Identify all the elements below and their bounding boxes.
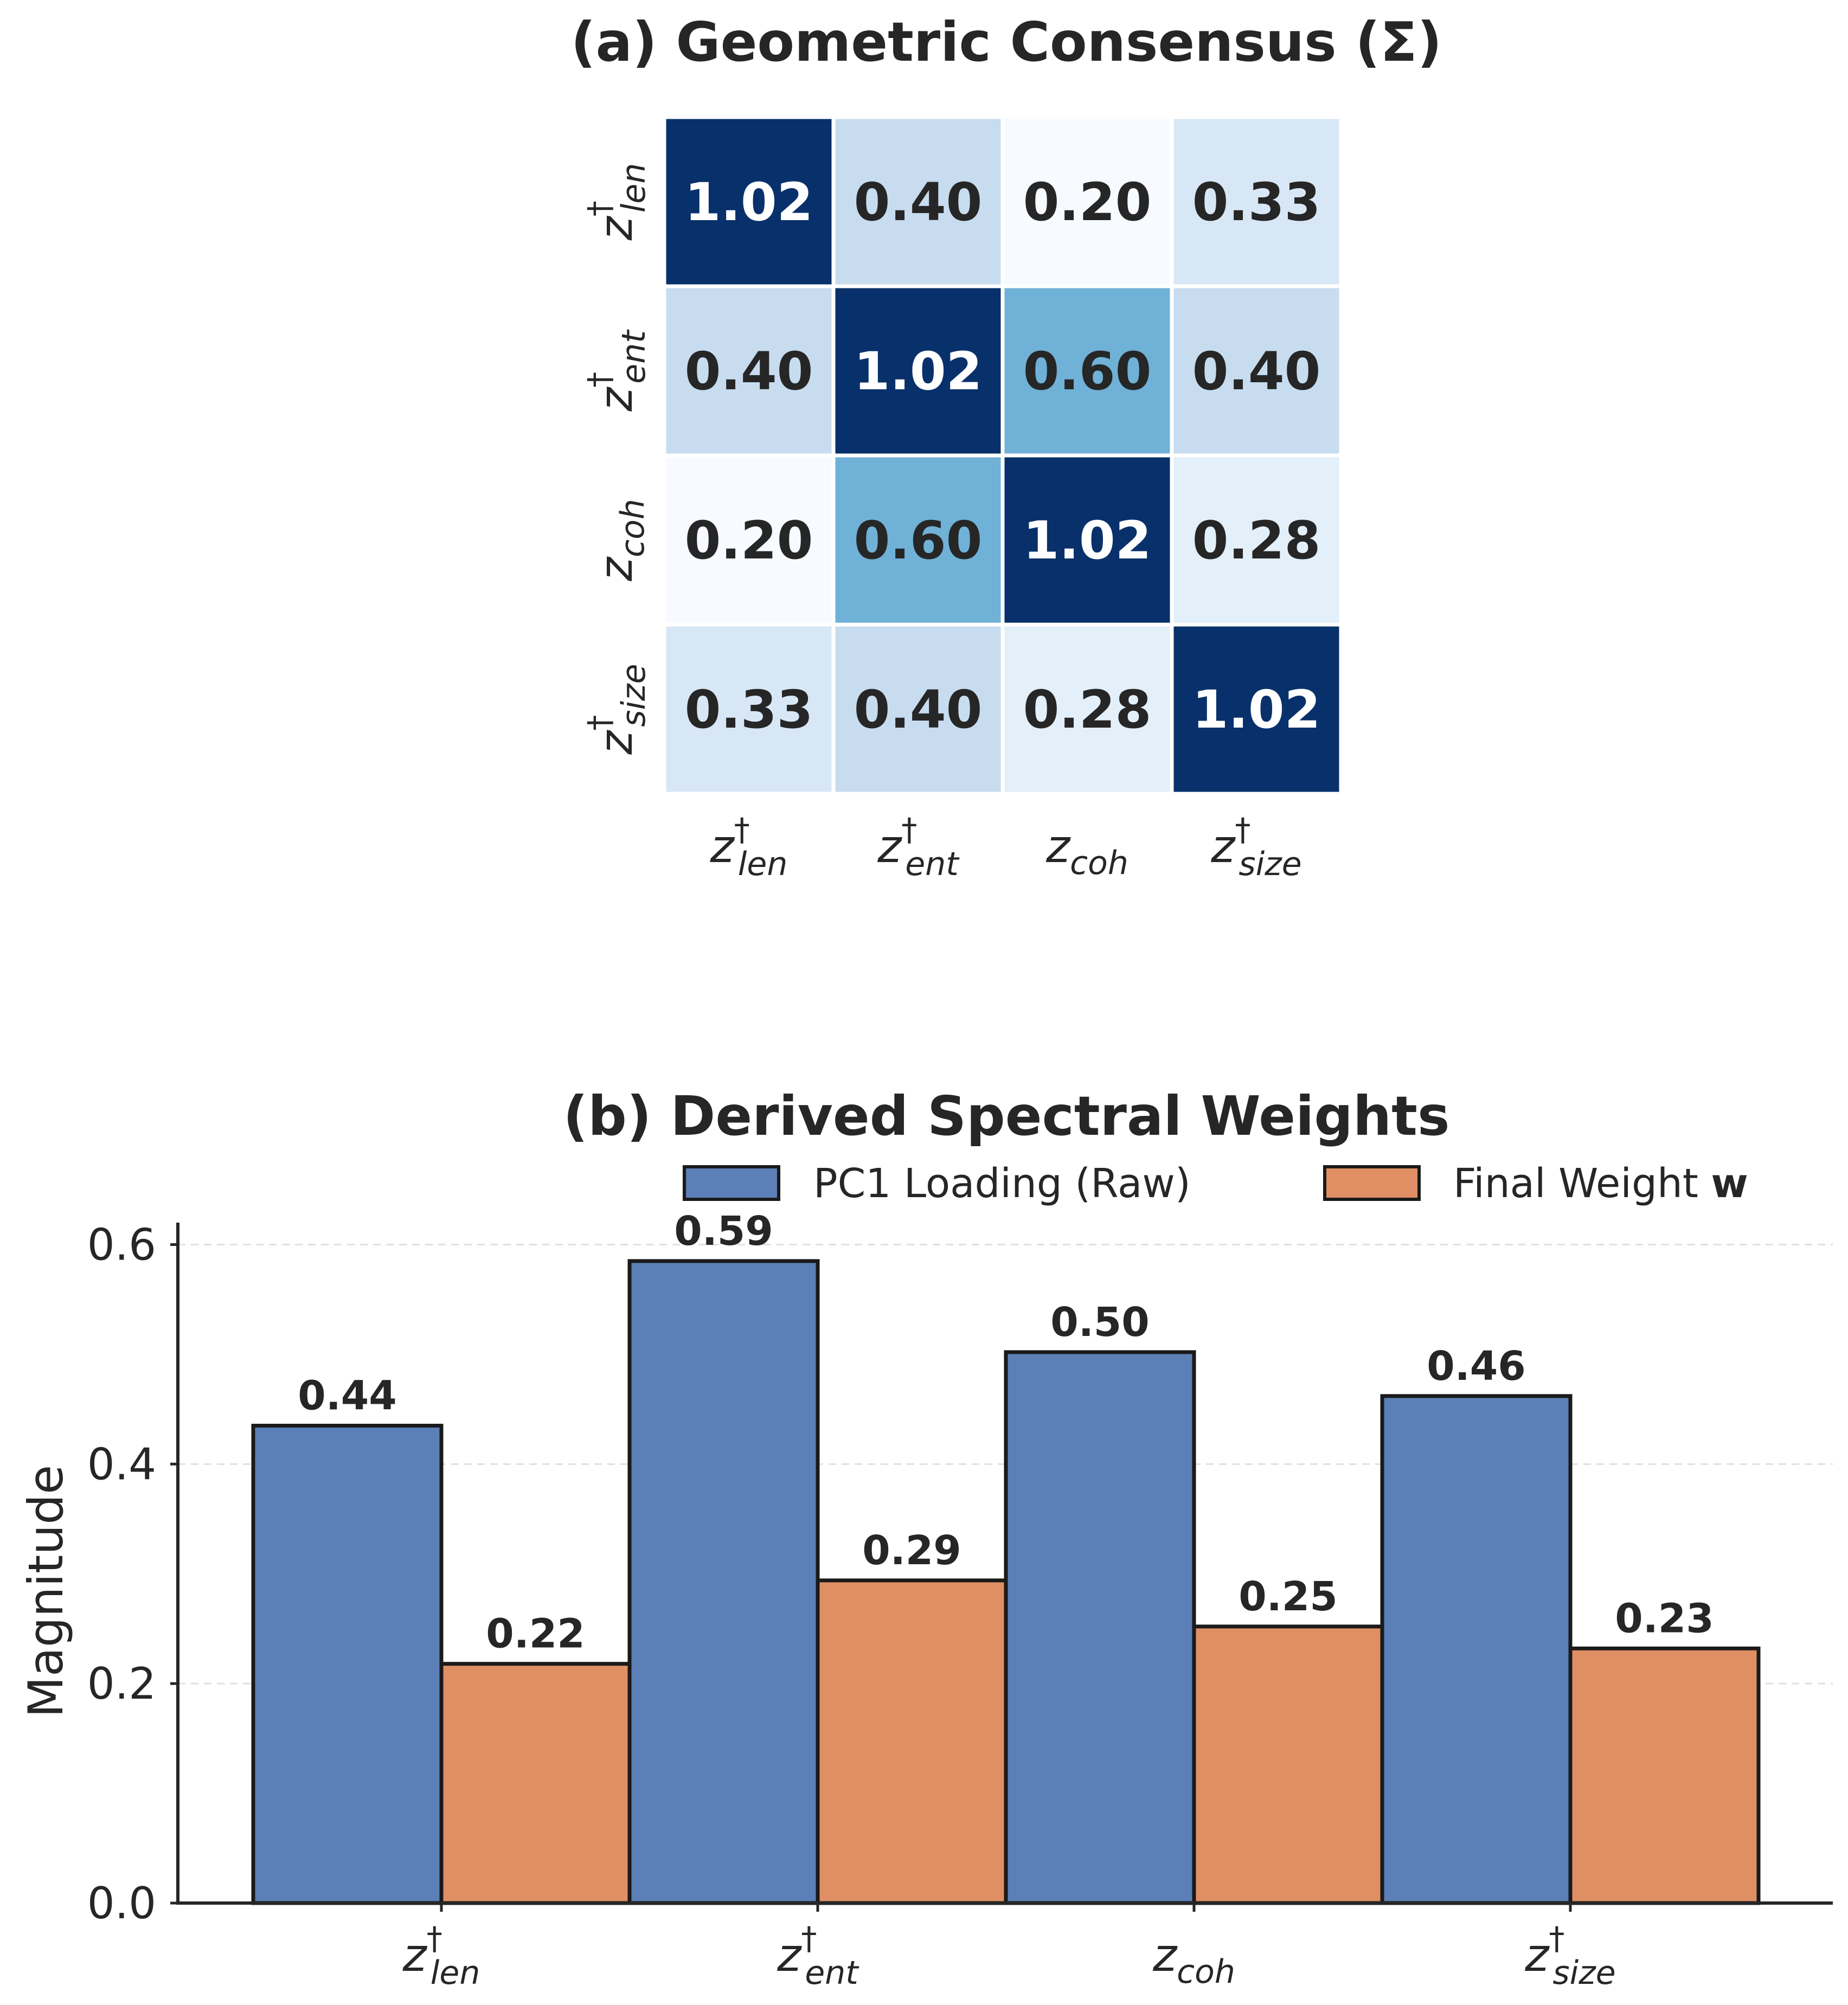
- heatmap-x-label-text: zcoh: [1045, 820, 1128, 882]
- heatmap-x-label: z† ent: [877, 811, 960, 883]
- bar-value-label: 0.46: [1427, 1343, 1526, 1390]
- heatmap-cell-value: 0.60: [1023, 341, 1152, 402]
- heatmap-x-label-text: z† ent: [877, 811, 960, 883]
- heatmap: 1.02 0.40 0.20 0.33 0.40 1.02 0.60 0.40 0.20 0.60…: [662, 115, 1343, 796]
- heatmap-cell-value: 1.02: [1192, 679, 1321, 740]
- heatmap-y-label: z†len: [581, 163, 653, 241]
- axes: [176, 1223, 1833, 1905]
- heatmap-x-label: z† len: [710, 811, 788, 883]
- heatmap-x-label-text: z† size: [1210, 811, 1301, 883]
- bar-value-label: 0.29: [862, 1527, 961, 1574]
- y-axis-label: Magnitude: [18, 1465, 74, 1718]
- x-tick-label-text: z† len: [402, 1920, 480, 1992]
- heatmap-cell: [831, 622, 1005, 796]
- bar-pc1: [251, 1423, 444, 1905]
- x-tick-label: zcoh: [1152, 1929, 1235, 1991]
- heatmap-y-label-text: zcoh: [589, 499, 652, 582]
- bar-chart-title: (b) Derived Spectral Weights: [563, 1084, 1450, 1148]
- heatmap-cell-value: 0.40: [1192, 341, 1321, 402]
- x-tick-label: z† ent: [777, 1920, 859, 1992]
- bar-value-label: 0.23: [1615, 1595, 1714, 1642]
- heatmap-y-label-text: z†size: [581, 664, 653, 755]
- x-tick-label-text: z† ent: [777, 1920, 859, 1992]
- heatmap-cell: [831, 115, 1005, 288]
- heatmap-cell-value: 1.02: [854, 341, 983, 402]
- heatmap-cell-value: 1.02: [1023, 510, 1152, 571]
- heatmap-cell-value: 0.20: [685, 510, 813, 571]
- heatmap-y-label-text: z†ent: [581, 329, 653, 412]
- heatmap-cell: [1170, 115, 1343, 288]
- heatmap-y-label: z†ent: [581, 329, 653, 412]
- heatmap-y-label: z†size: [581, 664, 653, 755]
- heatmap-x-label: zcoh: [1045, 820, 1128, 882]
- bar-pc1: [1004, 1350, 1196, 1905]
- bar-final-weight: [816, 1578, 1008, 1905]
- heatmap-cell-value: 0.60: [854, 510, 983, 571]
- heatmap-cell: [1170, 453, 1343, 627]
- bar-pc1: [1380, 1394, 1573, 1905]
- y-tick-label: 0.2: [87, 1659, 156, 1709]
- heatmap-y-label: zcoh: [589, 499, 652, 582]
- bar-final-weight: [1568, 1646, 1761, 1905]
- bar-pc1: [627, 1259, 820, 1905]
- x-tick-label: z† size: [1524, 1920, 1615, 1992]
- heatmap-cell-value: 0.40: [854, 172, 983, 233]
- heatmap-x-label: z† size: [1210, 811, 1301, 883]
- heatmap-cell-value: 0.28: [1192, 510, 1321, 571]
- y-tick-label: 0.6: [87, 1219, 156, 1270]
- x-tick-label-text: z† size: [1524, 1920, 1615, 1992]
- y-tick-label: 0.4: [87, 1439, 156, 1489]
- bar-final-weight: [439, 1662, 632, 1905]
- bar-value-labels: 0.44 0.59 0.50 0.46 0.22 0.29 0.25 0.23: [298, 1208, 1714, 1657]
- bar-value-label: 0.25: [1239, 1573, 1338, 1620]
- legend-swatch: [683, 1165, 780, 1201]
- heatmap-y-labels: z†len z†ent zcoh z†size: [581, 163, 653, 755]
- heatmap-cell: [1170, 284, 1343, 458]
- heatmap-cell-value: 0.40: [685, 341, 813, 402]
- heatmap-title: (a) Geometric Consensus (Σ): [571, 10, 1442, 74]
- heatmap-cell: [831, 453, 1005, 627]
- legend-swatch: [1323, 1165, 1421, 1201]
- heatmap-cell: [1170, 622, 1343, 796]
- heatmap-cell: [662, 115, 836, 288]
- y-tick-label: 0.0: [87, 1878, 156, 1929]
- heatmap-x-label-text: z† len: [710, 811, 788, 883]
- bar-value-label: 0.44: [298, 1372, 397, 1419]
- heatmap-cell-value: 0.33: [1192, 172, 1321, 233]
- legend-label: Final Weight w: [1453, 1160, 1748, 1207]
- heatmap-cell-value: 1.02: [685, 172, 813, 233]
- bar-value-label: 0.59: [674, 1208, 773, 1255]
- legend: PC1 Loading (Raw) Final Weight w: [683, 1160, 1748, 1207]
- y-tick-labels: 0.0 0.2 0.4 0.6: [87, 1219, 178, 1929]
- heatmap-cell: [662, 622, 836, 796]
- bar-value-label: 0.22: [486, 1611, 585, 1657]
- bar-series: [251, 1259, 1761, 1905]
- bar-final-weight: [1192, 1624, 1384, 1905]
- heatmap-x-labels: z† len z† ent zcoh z† size: [710, 811, 1302, 883]
- heatmap-cell: [831, 284, 1005, 458]
- x-tick-label-text: zcoh: [1152, 1929, 1235, 1991]
- heatmap-cell-value: 0.20: [1023, 172, 1152, 233]
- heatmap-cell-value: 0.33: [685, 679, 813, 740]
- heatmap-y-label-text: z†len: [581, 163, 653, 241]
- x-tick-labels: z† len z† ent zcoh z† size: [402, 1903, 1616, 1992]
- heatmap-cell-value: 0.40: [854, 679, 983, 740]
- legend-label: PC1 Loading (Raw): [813, 1160, 1191, 1207]
- bar-value-label: 0.50: [1050, 1299, 1150, 1346]
- heatmap-cell-value: 0.28: [1023, 679, 1152, 740]
- x-tick-label: z† len: [402, 1920, 480, 1992]
